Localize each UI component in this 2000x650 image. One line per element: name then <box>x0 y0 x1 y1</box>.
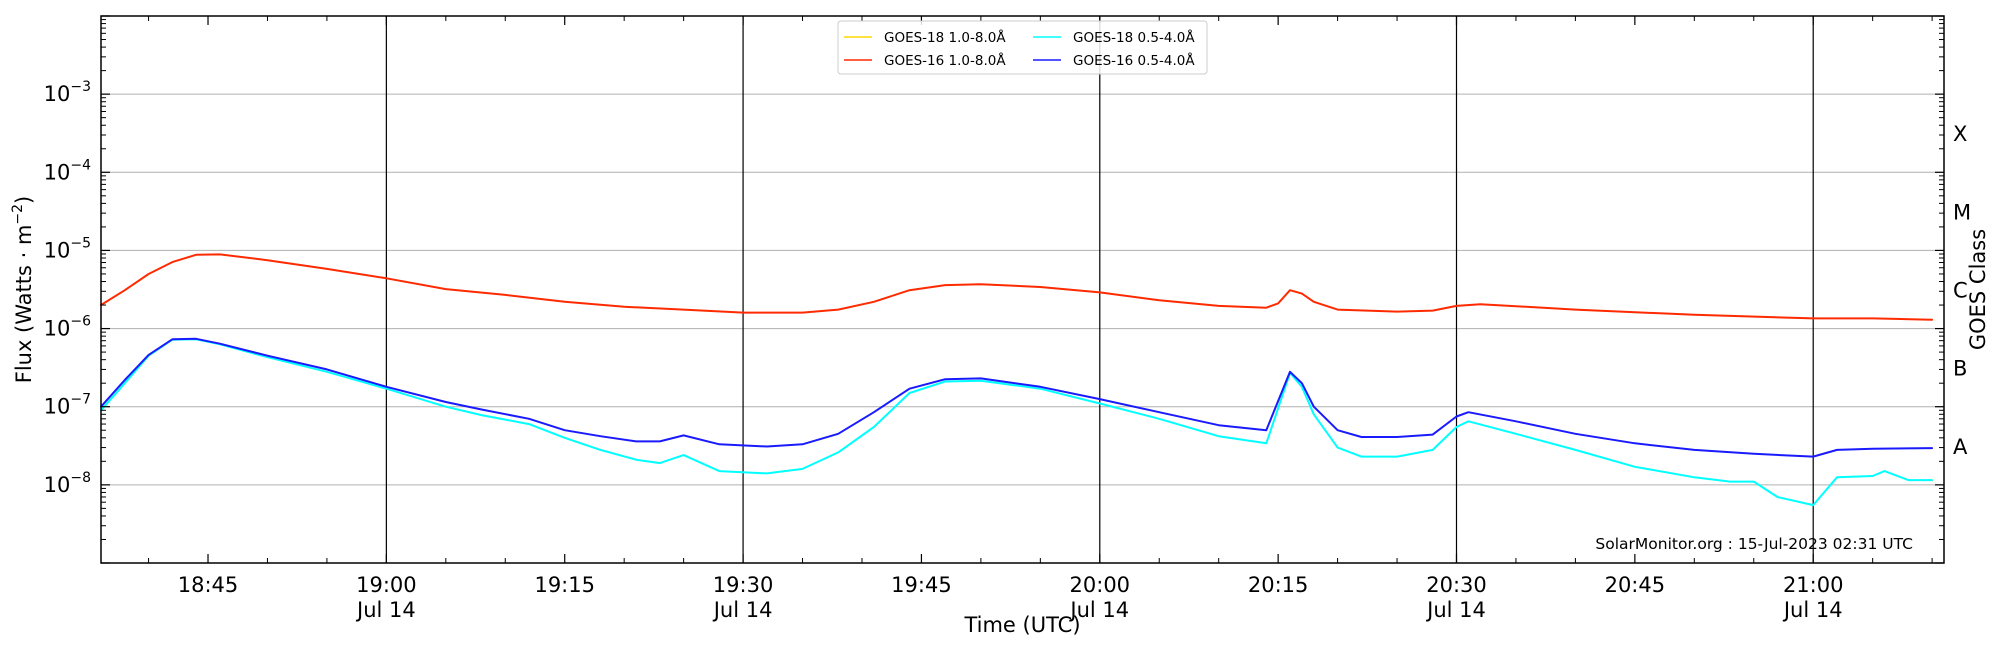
y-tick-label: 10−3 <box>44 79 91 106</box>
y-tick-label-base: 10 <box>44 82 71 106</box>
y-axis-title-close: ) <box>12 196 36 204</box>
y-tick-label-base: 10 <box>44 317 71 341</box>
legend-box <box>837 20 1208 75</box>
y-tick-label-base: 10 <box>44 160 71 184</box>
x-tick-date-label: Jul 14 <box>1782 598 1843 622</box>
x-tick-label: 21:00 <box>1783 573 1844 597</box>
x-tick-label: 19:15 <box>534 573 595 597</box>
watermark-text: SolarMonitor.org : 15-Jul-2023 02:31 UTC <box>1595 535 1913 553</box>
x-tick-date-label: Jul 14 <box>1068 598 1129 622</box>
y-tick-label: 10−5 <box>44 235 91 262</box>
x-tick-label: 18:45 <box>178 573 239 597</box>
legend-label-1: GOES-16 1.0-8.0Å <box>884 52 1006 69</box>
x-tick-date-label: Jul 14 <box>1425 598 1486 622</box>
y-tick-label-base: 10 <box>44 238 71 262</box>
legend: GOES-18 1.0-8.0Å GOES-16 1.0-8.0Å GOES-18 … <box>837 20 1208 75</box>
y-tick-label-exp: −8 <box>70 470 91 486</box>
y-tick-label: 10−6 <box>44 314 91 341</box>
goes-class-label: A <box>1953 435 1968 459</box>
x-tick-label: 20:00 <box>1070 573 1131 597</box>
x-tick-label: 20:45 <box>1605 573 1666 597</box>
series-lines <box>100 253 1934 507</box>
series-line-1 <box>100 253 1934 321</box>
x-tick-label: 19:30 <box>713 573 774 597</box>
x-tick-label: 20:15 <box>1248 573 1309 597</box>
y-tick-label-exp: −7 <box>70 392 91 408</box>
x-tick-label: 19:00 <box>356 573 417 597</box>
y-axis-title-base: Flux (Watts · m <box>12 225 36 384</box>
plot-frame <box>100 15 1945 564</box>
x-tick-date-label: Jul 14 <box>712 598 773 622</box>
y-tick-label-exp: −3 <box>70 79 91 95</box>
x-tick-date-label: Jul 14 <box>355 598 416 622</box>
x-tick-label: 20:30 <box>1426 573 1487 597</box>
y-tick-label-base: 10 <box>44 395 71 419</box>
series-line-2 <box>100 338 1934 507</box>
x-tick-label: 19:45 <box>891 573 952 597</box>
y-tick-label-exp: −6 <box>70 314 91 330</box>
goes-class-label: C <box>1953 279 1968 303</box>
y-tick-label: 10−4 <box>44 157 91 184</box>
goes-class-label: X <box>1953 122 1967 146</box>
legend-label-2: GOES-18 0.5-4.0Å <box>1073 29 1195 46</box>
y-tick-label-base: 10 <box>44 473 71 497</box>
series-line-3 <box>100 337 1934 458</box>
x-axis-title: Time (UTC) <box>963 613 1080 637</box>
axis-ticks <box>101 15 1944 564</box>
y-axis-title-exp: −2 <box>10 204 26 225</box>
grid <box>101 93 1944 486</box>
goes-class-label: M <box>1953 200 1971 224</box>
y-axis-title: Flux (Watts · m−2) <box>10 196 36 384</box>
goes-class-label: B <box>1953 357 1967 381</box>
legend-label-3: GOES-16 0.5-4.0Å <box>1073 52 1195 69</box>
y-tick-label: 10−8 <box>44 470 91 497</box>
goes-class-axis-title: GOES Class <box>1966 229 1990 350</box>
y-tick-label: 10−7 <box>44 392 91 419</box>
y-tick-label-exp: −4 <box>70 157 91 173</box>
y-tick-label-exp: −5 <box>70 235 91 251</box>
legend-label-0: GOES-18 1.0-8.0Å <box>884 29 1006 46</box>
time-markers <box>385 16 1814 563</box>
